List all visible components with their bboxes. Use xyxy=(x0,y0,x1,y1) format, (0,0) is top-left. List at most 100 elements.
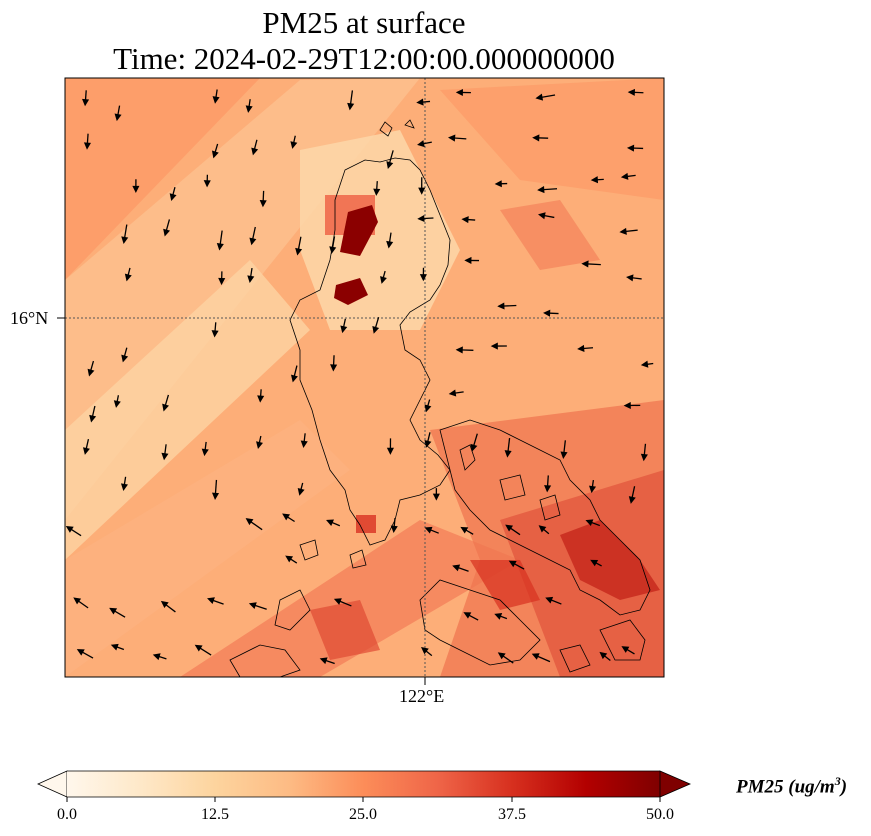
wind-arrow-head xyxy=(544,485,552,493)
wind-arrow-head xyxy=(620,172,629,180)
wind-arrow-head xyxy=(347,102,355,111)
wind-arrow-head xyxy=(589,485,597,494)
wind-arrow-head xyxy=(380,276,387,284)
wind-arrow-head xyxy=(212,96,220,104)
wind-arrow-head xyxy=(448,389,457,397)
wind-arrow-head xyxy=(291,374,298,383)
pm25-field-band xyxy=(500,200,600,270)
wind-arrow-head xyxy=(282,513,290,521)
wind-arrow-head xyxy=(538,212,546,220)
pm25-hotspot xyxy=(356,515,376,533)
wind-arrow-head xyxy=(590,176,599,184)
wind-arrow-head xyxy=(163,228,171,237)
wind-arrow-head xyxy=(538,525,547,533)
wind-arrow-head xyxy=(110,643,119,651)
wind-arrow-head xyxy=(245,518,254,526)
wind-arrow-head xyxy=(640,360,649,368)
wind-arrow-head xyxy=(497,652,506,660)
wind-arrow-head xyxy=(543,309,551,317)
pm25-hotspot xyxy=(310,600,380,660)
wind-arrow-head xyxy=(194,644,203,652)
wind-arrow-head xyxy=(448,134,456,142)
wind-arrow-head xyxy=(590,559,599,567)
wind-arrow-head xyxy=(424,440,432,448)
wind-arrow-head xyxy=(120,483,128,491)
wind-arrow-head xyxy=(247,275,255,283)
wind-arrow-head xyxy=(218,277,226,286)
pm25-hotspot xyxy=(470,560,540,610)
wind-arrow-head xyxy=(417,214,425,223)
pm25-field-band xyxy=(440,78,664,200)
wind-arrow-head xyxy=(626,144,635,152)
pm25-field-band xyxy=(65,78,260,280)
wind-arrow-head xyxy=(329,246,337,254)
wind-arrow-head xyxy=(83,142,91,150)
wind-arrow-head xyxy=(373,188,381,196)
wind-arrow-head xyxy=(455,346,463,354)
map-title: PM25 at surface xyxy=(262,5,466,40)
wind-arrow-head xyxy=(452,564,461,572)
wind-arrow-head xyxy=(419,274,427,282)
coastlines xyxy=(229,119,651,677)
wind-arrow-head xyxy=(216,243,224,251)
wind-arrow-head xyxy=(390,525,398,533)
wind-arrow-head xyxy=(626,274,634,282)
wind-arrow-head xyxy=(372,325,380,334)
wind-arrow-head xyxy=(319,657,328,665)
wind-arrow-head xyxy=(257,395,265,403)
colorbar-tick-label: 37.5 xyxy=(498,806,526,823)
wind-arrow-head xyxy=(295,247,303,256)
wind-arrow-head xyxy=(560,451,568,459)
wind-arrow-head xyxy=(169,193,177,202)
wind-arrow-head xyxy=(497,302,505,310)
wind-arrow-head xyxy=(464,256,472,265)
pm25-hotspot xyxy=(560,520,660,600)
longitude-tick-label: 122°E xyxy=(399,686,445,706)
wind-arrow-head xyxy=(599,651,608,660)
colorbar-tick-label: 25.0 xyxy=(349,806,377,823)
wind-arrow-head xyxy=(162,403,169,412)
pm25-field-band xyxy=(180,520,520,677)
colorbar-min-extend xyxy=(37,770,68,798)
wind-arrow-head xyxy=(386,447,394,455)
wind-arrow-head xyxy=(340,325,348,334)
wind-arrow-head xyxy=(201,448,209,457)
map-frame xyxy=(64,77,665,678)
wind-arrow-head xyxy=(89,414,97,423)
wind-arrow-head xyxy=(531,653,540,660)
pm25-hotspot xyxy=(334,278,368,305)
map-time-subtitle: Time: 2024-02-29T12:00:00.000000000 xyxy=(113,41,615,76)
wind-arrow-head xyxy=(211,150,219,159)
wind-arrow-head xyxy=(417,140,425,148)
wind-arrow-head xyxy=(386,240,394,249)
wind-arrow-head xyxy=(421,647,429,655)
colorbar-gradient xyxy=(67,771,660,797)
wind-arrow-head xyxy=(455,88,463,97)
wind-arrow-head xyxy=(537,186,545,194)
wind-arrow-head xyxy=(211,492,220,500)
wind-arrow-head xyxy=(113,400,121,408)
wind-arrow-head xyxy=(203,180,211,188)
wind-arrow-head xyxy=(418,187,426,195)
wind-arrow-head xyxy=(494,180,502,188)
wind-arrow-head xyxy=(386,161,394,169)
wind-arrow-head xyxy=(65,525,74,533)
wind-arrow-head xyxy=(619,227,627,235)
wind-arrow-head xyxy=(494,613,503,620)
wind-arrow-head xyxy=(460,526,469,534)
pm25-hotspot xyxy=(340,205,378,256)
wind-arrow-head xyxy=(532,134,540,142)
wind-arrow-head xyxy=(121,354,129,363)
wind-arrow-head xyxy=(490,342,498,350)
wind-arrow-head xyxy=(623,401,631,410)
wind-arrow-head xyxy=(326,519,334,526)
colorbar-tick-label: 12.5 xyxy=(201,806,229,823)
wind-arrow-head xyxy=(297,487,305,496)
wind-arrow-head xyxy=(256,441,263,449)
wind-arrow-head xyxy=(470,443,478,452)
pm25-field-band xyxy=(65,420,350,677)
wind-arrow-head xyxy=(259,200,267,208)
wind-arrow-head xyxy=(461,216,469,224)
colorbar-max-extend xyxy=(659,770,692,798)
